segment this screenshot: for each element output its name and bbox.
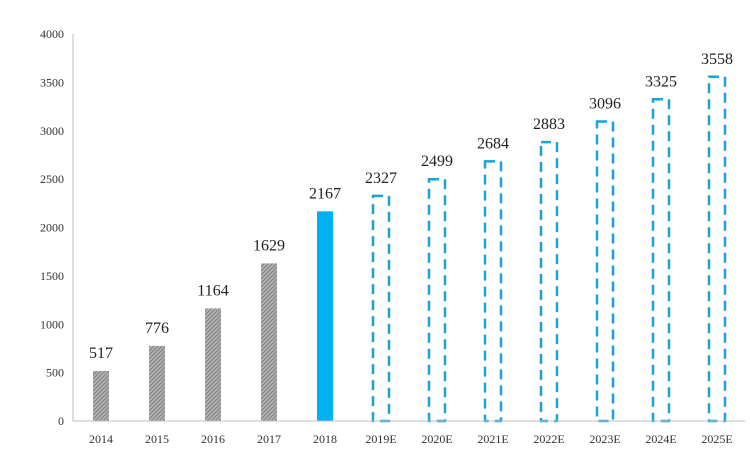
x-tick-label: 2024E <box>645 432 676 446</box>
y-tick-label: 500 <box>46 366 64 380</box>
x-axis: 2014 2015 2016 2017 2018 2019E 2020E 2021E 2022E… <box>73 420 745 446</box>
bar-2019E <box>371 194 391 423</box>
x-tick-label: 2016 <box>201 432 225 446</box>
data-label-2023E: 3096 <box>589 95 621 112</box>
bar-2021E <box>483 160 503 423</box>
y-tick-label: 3500 <box>40 75 64 89</box>
bar-2022E <box>539 140 559 423</box>
data-label-2020E: 2499 <box>421 153 453 170</box>
x-tick-label: 2018 <box>313 432 337 446</box>
bar-2020E <box>427 177 447 423</box>
data-label-2018: 2167 <box>309 185 341 202</box>
bar-2017 <box>261 263 277 421</box>
data-label-2017: 1629 <box>253 237 285 254</box>
x-tick-label: 2020E <box>421 432 452 446</box>
data-label-2016: 1164 <box>197 282 228 299</box>
x-tick-label: 2014 <box>89 432 113 446</box>
bar-2016 <box>205 308 221 421</box>
y-tick-label: 0 <box>58 414 64 428</box>
data-label-2014: 517 <box>89 345 113 362</box>
x-tick-label: 2015 <box>145 432 169 446</box>
y-tick-label: 1500 <box>40 269 64 283</box>
y-tick-label: 4000 <box>40 27 64 41</box>
x-tick-label: 2023E <box>589 432 620 446</box>
data-label-2015: 776 <box>145 320 169 337</box>
data-label-2019E: 2327 <box>365 170 397 187</box>
x-tick-label: 2019E <box>365 432 396 446</box>
bar-2024E <box>651 98 671 423</box>
x-tick-label: 2021E <box>477 432 508 446</box>
y-tick-label: 2000 <box>40 221 64 235</box>
data-label-2024E: 3325 <box>645 73 677 90</box>
bar-2018 <box>317 211 333 421</box>
data-label-2021E: 2684 <box>477 135 509 152</box>
data-label-2025E: 3558 <box>701 51 733 68</box>
y-tick-label: 1000 <box>40 317 64 331</box>
y-axis: 0 500 1000 1500 2000 2500 3000 3500 4000 <box>40 27 74 428</box>
x-tick-label: 2022E <box>533 432 564 446</box>
bar-2015 <box>149 345 165 421</box>
data-label-2022E: 2883 <box>533 116 565 133</box>
x-tick-label: 2017 <box>257 432 281 446</box>
y-tick-label: 3000 <box>40 124 64 138</box>
bars: 517 776 1164 1629 2167 2327 2499 2684 2883 3096 33… <box>89 51 733 423</box>
bar-2023E <box>595 120 615 423</box>
bar-2014 <box>93 370 109 421</box>
x-tick-label: 2025E <box>701 432 732 446</box>
y-tick-label: 2500 <box>40 172 64 186</box>
bar-2025E <box>707 75 727 423</box>
